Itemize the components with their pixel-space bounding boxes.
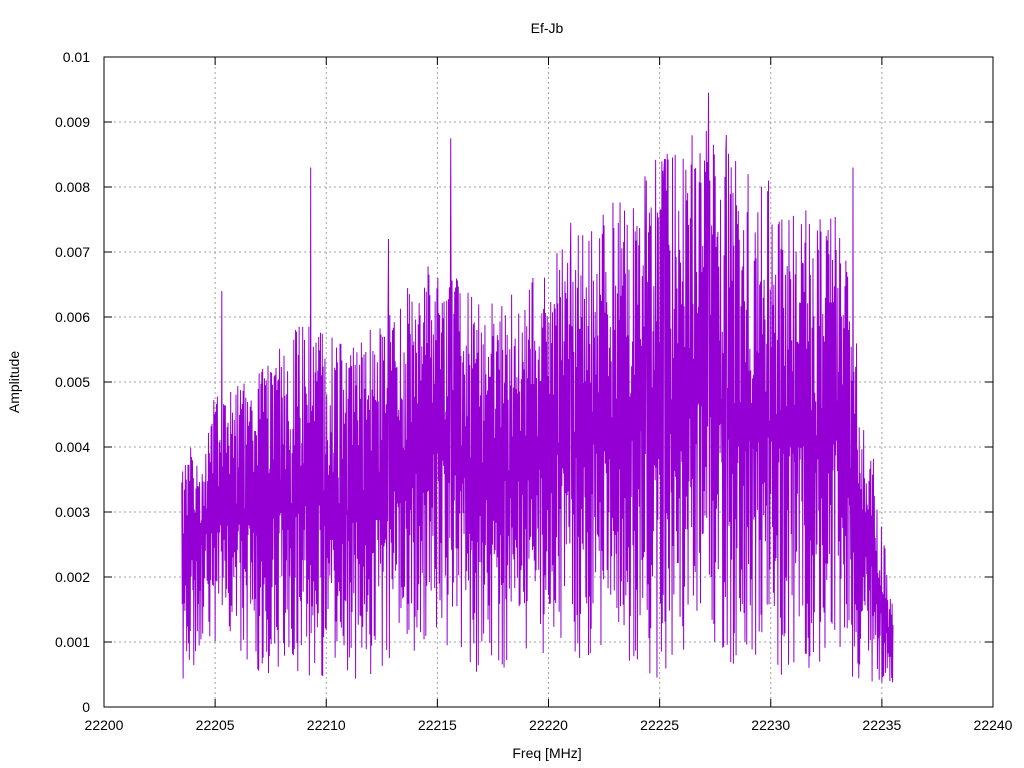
x-tick-label: 22205	[196, 717, 235, 733]
x-tick-label: 22220	[529, 717, 568, 733]
x-axis-label: Freq [MHz]	[512, 745, 581, 761]
y-tick-label: 0.005	[55, 374, 90, 390]
series-line-layer	[181, 92, 894, 683]
y-tick-label: 0	[82, 699, 90, 715]
y-tick-label: 0.01	[63, 49, 90, 65]
y-tick-label: 0.004	[55, 439, 90, 455]
y-tick-label: 0.007	[55, 244, 90, 260]
y-tick-label: 0.008	[55, 179, 90, 195]
y-tick-label: 0.002	[55, 569, 90, 585]
x-tick-label: 22210	[307, 717, 346, 733]
y-tick-label: 0.009	[55, 114, 90, 130]
x-tick-label: 22230	[751, 717, 790, 733]
y-tick-label: 0.003	[55, 504, 90, 520]
x-tick-label: 22215	[418, 717, 457, 733]
chart-title: Ef-Jb	[531, 20, 564, 36]
y-axis-label: Amplitude	[6, 351, 22, 413]
ticks	[103, 56, 994, 708]
x-tick-label: 22240	[974, 717, 1013, 733]
spectrum-series-line	[181, 92, 894, 683]
y-tick-label: 0.001	[55, 634, 90, 650]
x-tick-label: 22225	[640, 717, 679, 733]
y-tick-label: 0.006	[55, 309, 90, 325]
x-tick-label: 22200	[85, 717, 124, 733]
y-tick-labels: 0 0.001 0.002 0.003 0.004 0.005 0.006 0.007 0.00…	[55, 49, 90, 715]
x-tick-labels: 22200 22205 22210 22215 22220 22225 22230 22235…	[85, 717, 1013, 733]
x-tick-label: 22235	[862, 717, 901, 733]
